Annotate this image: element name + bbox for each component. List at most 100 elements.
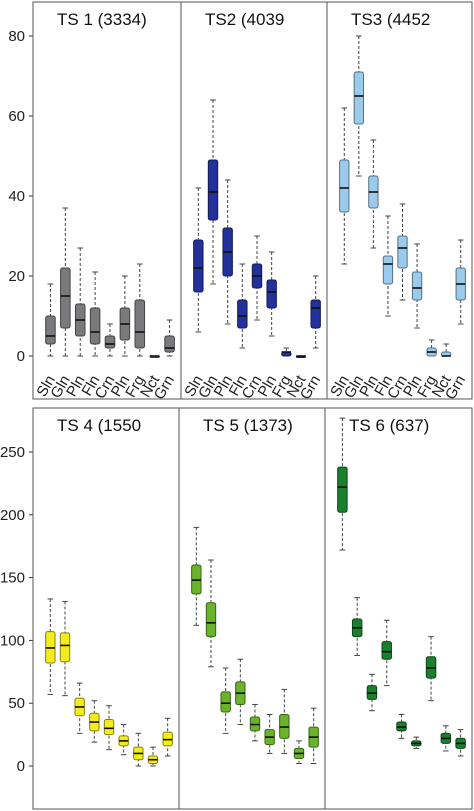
box-pln — [411, 243, 423, 329]
box-sln — [193, 187, 204, 333]
y-tick-label: 200 — [0, 507, 25, 524]
box-pln — [220, 667, 231, 734]
box-iqr — [59, 632, 71, 663]
box-iqr — [220, 691, 231, 713]
panel-5: TS 5 (1373) — [178, 407, 326, 810]
box-iqr — [353, 71, 364, 125]
box-nct — [293, 740, 305, 764]
box-iqr — [103, 719, 115, 736]
box-iqr — [310, 299, 321, 329]
box-iqr — [45, 315, 56, 345]
box-pln — [264, 714, 275, 754]
panel-6: TS 6 (637) — [324, 407, 473, 810]
box-iqr — [60, 267, 71, 329]
box-frg — [133, 732, 144, 767]
box-frg — [279, 688, 290, 754]
box-fln — [235, 658, 246, 726]
box-crn — [397, 203, 408, 301]
y-tick-label: 80 — [8, 28, 25, 45]
box-crn — [104, 323, 116, 357]
box-pln — [368, 139, 379, 249]
box-crn — [251, 235, 263, 321]
box-sln — [45, 598, 56, 695]
box-sln — [191, 526, 202, 626]
box-frg — [425, 636, 437, 702]
box-iqr — [134, 299, 146, 349]
box-iqr — [164, 335, 175, 353]
box-fln — [382, 215, 394, 317]
box-nct — [149, 355, 160, 358]
box-pln — [119, 275, 131, 357]
box-pln — [266, 251, 277, 337]
box-sln — [339, 107, 350, 265]
box-pln — [366, 673, 378, 712]
y-tick-label: 0 — [17, 758, 25, 775]
box-pln — [411, 736, 422, 749]
box-iqr — [266, 279, 277, 309]
panel-title: TS2 (4039 — [205, 10, 284, 29]
box-frg — [281, 347, 292, 357]
box-iqr — [89, 307, 101, 345]
box-pln — [118, 724, 129, 756]
box-frg — [134, 263, 146, 357]
box-gln — [353, 35, 364, 177]
box-fln — [89, 271, 101, 357]
box-gln — [205, 559, 217, 668]
box-fln — [89, 700, 100, 743]
box-nct — [441, 343, 452, 357]
y-tick-label: 50 — [8, 695, 25, 712]
panel-frame — [324, 407, 473, 810]
panel-title: TS3 (4452 — [351, 10, 430, 29]
box-iqr — [339, 159, 350, 213]
y-tick-label: 100 — [0, 632, 25, 649]
box-crn — [249, 703, 261, 742]
box-nct — [147, 746, 159, 767]
y-tick-label: 0 — [17, 348, 25, 365]
box-gln — [207, 99, 219, 285]
box-gln — [351, 597, 363, 656]
box-iqr — [381, 641, 392, 660]
box-sln — [337, 417, 348, 551]
panel-frame — [326, 1, 473, 400]
box-nct — [440, 725, 452, 752]
box-crn — [103, 705, 115, 751]
y-tick-label: 150 — [0, 570, 25, 587]
box-fln — [237, 263, 248, 349]
box-fln — [381, 619, 392, 687]
box-iqr — [207, 159, 219, 221]
box-pln — [74, 247, 86, 357]
box-iqr — [411, 271, 423, 301]
box-gln — [59, 600, 71, 697]
box-pln — [74, 682, 85, 734]
panel-title: TS 1 (3334) — [57, 10, 147, 29]
box-grn — [162, 717, 173, 757]
box-pln — [222, 179, 233, 325]
y-tick-label: 60 — [8, 108, 25, 125]
box-grn — [308, 707, 319, 764]
box-iqr — [193, 239, 204, 293]
box-nct — [295, 355, 307, 358]
box-iqr — [205, 602, 217, 638]
box-grn — [455, 729, 466, 757]
box-iqr — [397, 235, 408, 269]
chart-1: 0 20 40 60 80 TS 1 (3334)SlnGlnPlnFlnCrnPlnFr… — [8, 1, 473, 403]
y-tick-label: 250 — [0, 444, 25, 461]
panel-frame — [32, 407, 180, 810]
box-iqr — [104, 335, 116, 349]
panel-title: TS 4 (1550 — [57, 416, 141, 435]
panel-frame — [180, 1, 328, 400]
box-grn — [455, 239, 466, 325]
panel-4: TS 4 (1550 — [32, 407, 180, 810]
box-frg — [426, 339, 437, 357]
y-tick-label: 40 — [8, 188, 25, 205]
box-grn — [310, 275, 321, 349]
panel-title: TS 6 (637) — [349, 416, 429, 435]
panel-title: TS 5 (1373) — [203, 416, 293, 435]
y-tick-label: 20 — [8, 268, 25, 285]
box-iqr — [237, 299, 248, 329]
box-crn — [396, 714, 407, 739]
